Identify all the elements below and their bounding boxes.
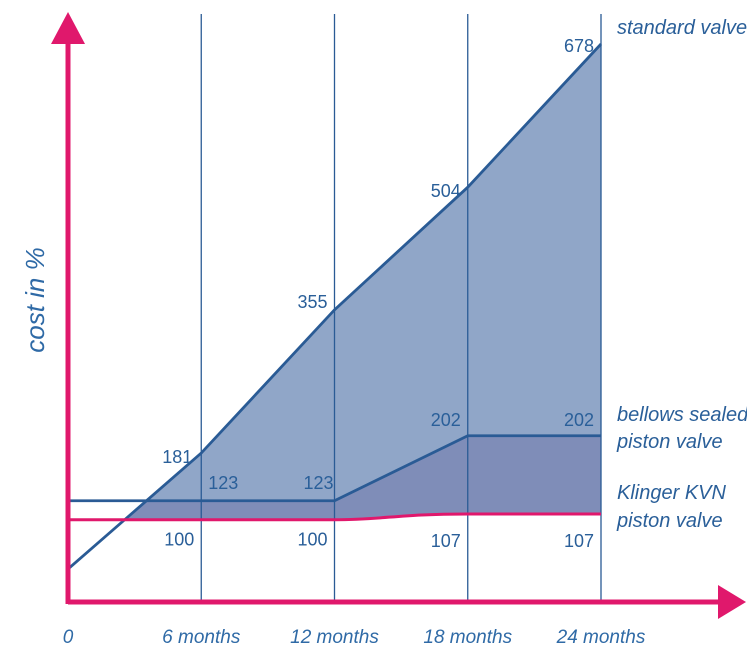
y-axis-label: cost in %: [20, 247, 50, 353]
series-name-label: Klinger KVN: [617, 482, 726, 504]
series-name-label: bellows sealed: [617, 404, 747, 426]
x-tick-label: 18 months: [423, 627, 512, 648]
value-label: 107: [564, 531, 594, 551]
value-label: 504: [431, 181, 461, 201]
value-label: 107: [431, 531, 461, 551]
value-label: 181: [162, 447, 192, 467]
series-name-label: standard valve: [617, 17, 747, 39]
x-tick-label: 24 months: [556, 627, 646, 648]
x-tick-labels: 0 6 months 12 months 18 months 24 months: [63, 627, 646, 648]
area-fills: [124, 44, 602, 520]
series-name-labels: standard valve bellows sealed piston valve…: [616, 17, 747, 532]
value-label: 202: [564, 410, 594, 430]
x-axis-arrow: [718, 585, 746, 619]
value-label: 123: [303, 473, 333, 493]
value-label: 100: [164, 530, 194, 550]
series-name-label: piston valve: [616, 510, 723, 532]
x-tick-label: 0: [63, 627, 74, 648]
x-tick-label: 6 months: [162, 627, 241, 648]
value-label: 355: [297, 292, 327, 312]
axes: [51, 12, 746, 619]
series-name-label: piston valve: [616, 431, 723, 453]
y-axis-arrow: [51, 12, 85, 44]
line-standard-valve: [67, 43, 603, 571]
value-label: 100: [297, 530, 327, 550]
x-tick-label: 12 months: [290, 627, 379, 648]
value-label: 123: [208, 473, 238, 493]
value-label: 202: [431, 410, 461, 430]
series-lines: [67, 43, 603, 571]
fill-standard-vs-bellows: [146, 44, 602, 501]
value-label: 678: [564, 36, 594, 56]
fill-bellows-vs-kvn: [124, 435, 602, 520]
line-klinger-kvn: [68, 512, 601, 522]
line-bellows-sealed: [68, 434, 601, 503]
value-labels: 181 355 504 678 123 123 202 202 100 100 107 107: [162, 36, 594, 551]
